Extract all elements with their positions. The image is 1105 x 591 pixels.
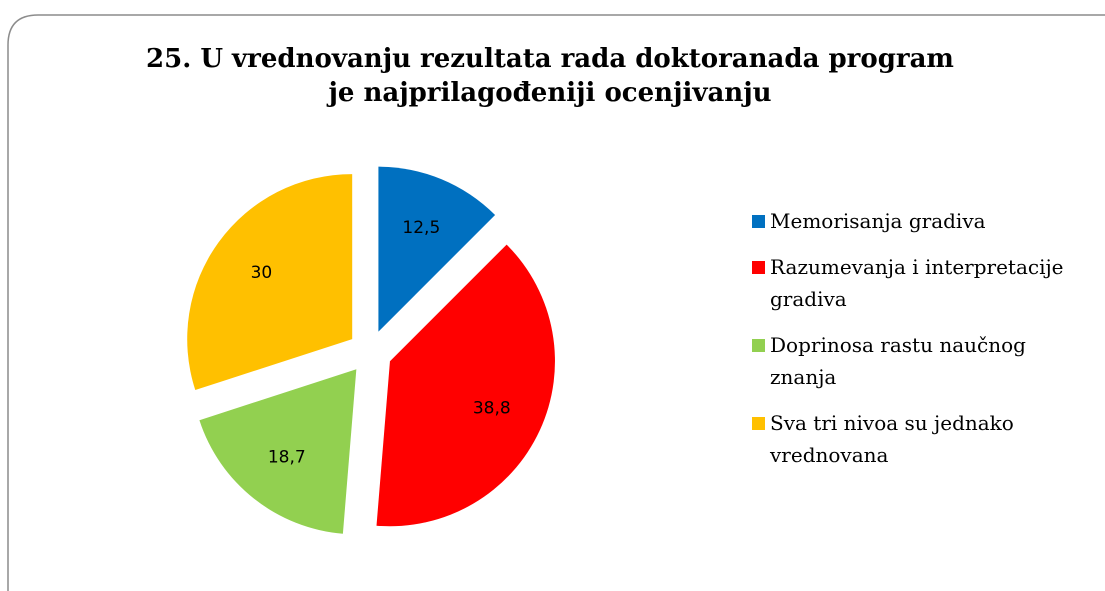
data-label: 30 (251, 263, 273, 283)
pie-slice (376, 244, 555, 527)
legend-label: Sva tri nivoa su jednako vrednovana (770, 411, 1014, 467)
legend-label: Razumevanja i interpretacije gradiva (770, 255, 1064, 311)
legend-item: Razumevanja i interpretacije gradiva (752, 251, 1097, 315)
legend-item: Doprinosa rastu naučnog znanja (752, 329, 1097, 393)
legend-label: Memorisanja gradiva (770, 209, 986, 233)
pie-slice (199, 369, 357, 534)
legend-item: Memorisanja gradiva (752, 205, 1097, 237)
legend-item: Sva tri nivoa su jednako vrednovana (752, 407, 1097, 471)
legend-label: Doprinosa rastu naučnog znanja (770, 333, 1026, 389)
data-label: 12,5 (402, 218, 440, 238)
data-label: 18,7 (268, 447, 306, 467)
legend-swatch (752, 215, 765, 228)
data-label: 38,8 (473, 398, 511, 418)
chart-border (7, 14, 1105, 591)
pie-slice (378, 166, 496, 332)
pie-slice (187, 174, 353, 391)
legend: Memorisanja gradiva Razumevanja i interpr… (752, 205, 1097, 485)
legend-swatch (752, 339, 765, 352)
legend-swatch (752, 417, 765, 430)
legend-swatch (752, 261, 765, 274)
chart-title: 25. U vrednovanju rezultata rada doktora… (146, 44, 954, 108)
